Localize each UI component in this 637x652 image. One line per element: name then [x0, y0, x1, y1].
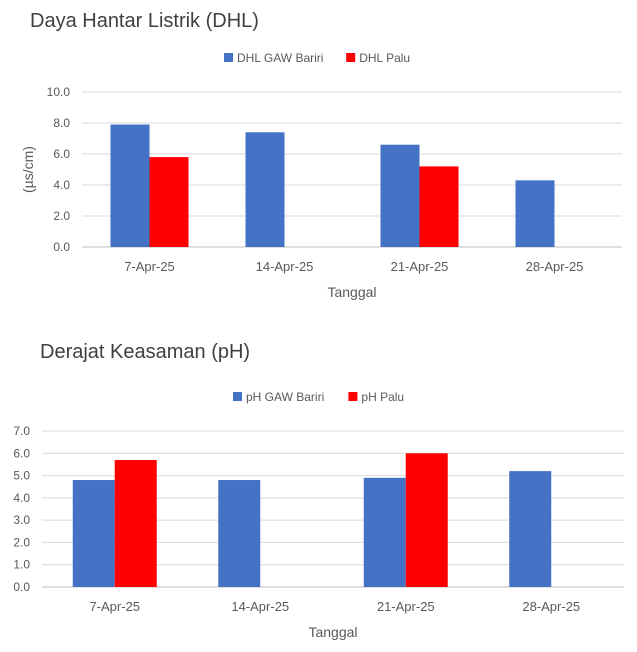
- y-tick-label: 6.0: [13, 446, 30, 460]
- y-tick-label: 0.0: [53, 240, 70, 254]
- x-tick-label: 14-Apr-25: [256, 259, 314, 274]
- y-tick-label: 8.0: [53, 116, 70, 130]
- bar-dhl-palu: [149, 157, 189, 247]
- x-tick-label: 28-Apr-25: [522, 599, 580, 614]
- bar-ph-gaw-bariri: [509, 471, 552, 587]
- bar-ph-palu: [114, 459, 157, 587]
- dhl-chart: 0.0 2.0 4.0 6.0 8.0 10.0 7-Apr-25 14-Apr-25 21-A…: [20, 51, 622, 300]
- chart-title-ph: Derajat Keasaman (pH): [40, 341, 251, 363]
- x-axis-label: Tanggal: [308, 624, 357, 640]
- x-tick-label: 7-Apr-25: [89, 599, 140, 614]
- legend-label: DHL GAW Bariri: [237, 51, 323, 65]
- bar-ph-palu: [405, 453, 448, 587]
- y-tick-label: 0.0: [13, 580, 30, 594]
- x-axis-label: Tanggal: [327, 284, 376, 300]
- y-tick-label: 3.0: [13, 513, 30, 527]
- legend-label: DHL Palu: [359, 51, 410, 65]
- bar-ph-gaw-bariri: [218, 480, 261, 587]
- y-tick-label: 2.0: [13, 535, 30, 549]
- bar-dhl-gaw-bariri: [515, 180, 555, 247]
- legend-label: pH GAW Bariri: [246, 390, 324, 404]
- y-axis-label: (µs/cm): [20, 146, 36, 193]
- bar-dhl-palu: [419, 166, 459, 247]
- bar-ph-gaw-bariri: [363, 477, 406, 587]
- y-tick-label: 1.0: [13, 558, 30, 572]
- x-tick-label: 14-Apr-25: [231, 599, 289, 614]
- chart-title-dhl: Daya Hantar Listrik (DHL): [30, 10, 259, 32]
- y-tick-label: 6.0: [53, 147, 70, 161]
- x-tick-label: 21-Apr-25: [391, 259, 449, 274]
- legend-swatch: [348, 392, 358, 401]
- y-tick-label: 7.0: [13, 424, 30, 438]
- legend-label: pH Palu: [361, 390, 404, 404]
- y-tick-label: 4.0: [13, 491, 30, 505]
- bar-dhl-gaw-bariri: [380, 144, 420, 247]
- y-tick-label: 4.0: [53, 178, 70, 192]
- legend-swatch: [346, 53, 356, 62]
- bar-ph-gaw-bariri: [72, 480, 115, 587]
- y-tick-label: 5.0: [13, 469, 30, 483]
- bar-dhl-gaw-bariri: [110, 124, 150, 247]
- y-tick-label: 2.0: [53, 209, 70, 223]
- x-tick-label: 21-Apr-25: [377, 599, 435, 614]
- y-tick-label: 10.0: [47, 85, 71, 99]
- legend-swatch: [224, 53, 233, 62]
- legend-swatch: [233, 392, 242, 401]
- x-tick-label: 28-Apr-25: [526, 259, 584, 274]
- bar-dhl-gaw-bariri: [245, 132, 285, 247]
- x-tick-label: 7-Apr-25: [124, 259, 175, 274]
